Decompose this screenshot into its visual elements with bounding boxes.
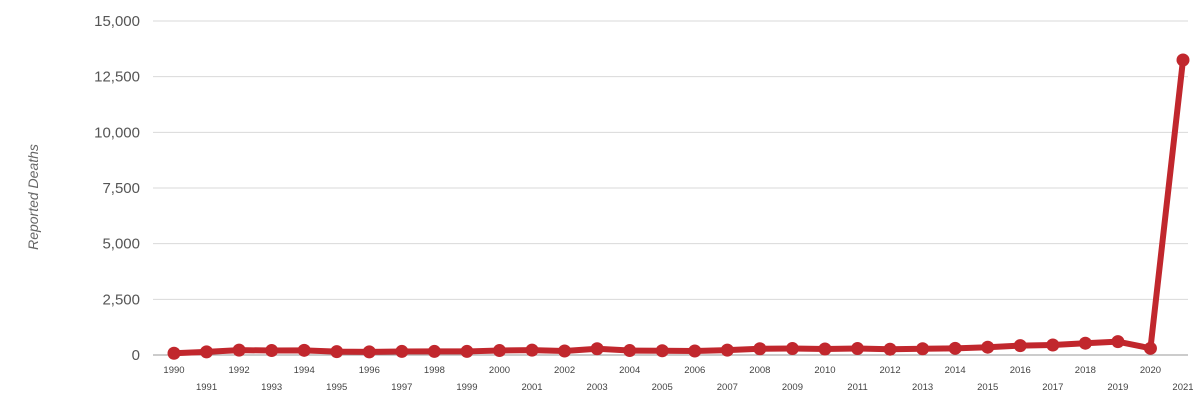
x-tick-label: 2007 [717, 382, 738, 393]
data-point [200, 345, 214, 359]
y-tick-label: 12,500 [94, 69, 140, 86]
y-tick-label: 0 [132, 347, 140, 364]
x-tick-label: 2012 [879, 365, 900, 376]
data-point [427, 344, 441, 358]
data-point [492, 344, 506, 358]
data-point [525, 343, 539, 357]
data-point [460, 344, 474, 358]
y-tick-label: 2,500 [102, 291, 140, 308]
data-point [851, 342, 865, 356]
y-tick-label: 7,500 [102, 180, 140, 197]
data-point [1078, 336, 1092, 350]
x-tick-label: 2021 [1172, 382, 1193, 393]
data-point [1143, 341, 1157, 355]
x-tick-label: 2003 [587, 382, 608, 393]
data-point [1176, 53, 1190, 67]
series-line [171, 56, 1186, 357]
data-point [265, 344, 279, 358]
x-tick-label: 2002 [554, 365, 575, 376]
x-tick-label: 1997 [391, 382, 412, 393]
data-point [395, 344, 409, 358]
data-point [590, 342, 604, 356]
data-point [1013, 339, 1027, 353]
data-point [167, 346, 181, 360]
series-layer [167, 53, 1190, 360]
data-point [655, 344, 669, 358]
x-tick-label: 2019 [1107, 382, 1128, 393]
x-tick-label: 1998 [424, 365, 445, 376]
x-tick-label: 2020 [1140, 365, 1161, 376]
data-point [688, 344, 702, 358]
x-tick-label: 2009 [782, 382, 803, 393]
grid-lines [153, 20, 1188, 356]
data-point [720, 343, 734, 357]
data-point [297, 343, 311, 357]
x-tick-label: 2016 [1010, 365, 1031, 376]
y-tick-label: 10,000 [94, 124, 140, 141]
data-point [558, 344, 572, 358]
x-tick-label: 1996 [359, 365, 380, 376]
x-tick-label: 1993 [261, 382, 282, 393]
data-point [818, 342, 832, 356]
data-point [623, 344, 637, 358]
x-tick-label: 2013 [912, 382, 933, 393]
data-point [1046, 338, 1060, 352]
x-tick-label: 1990 [163, 365, 184, 376]
x-tick-label: 2004 [619, 365, 640, 376]
y-axis-label: Reported Deaths [25, 144, 41, 250]
data-point [883, 342, 897, 356]
x-tick-label: 1992 [229, 365, 250, 376]
data-point [948, 341, 962, 355]
data-point [362, 345, 376, 359]
y-tick-label: 5,000 [102, 236, 140, 253]
x-tick-label: 1995 [326, 382, 347, 393]
data-point [232, 343, 246, 357]
x-tick-label: 2001 [521, 382, 542, 393]
x-tick-label: 2018 [1075, 365, 1096, 376]
x-tick-label: 1994 [294, 365, 315, 376]
x-tick-label: 2017 [1042, 382, 1063, 393]
x-tick-label: 1991 [196, 382, 217, 393]
data-point [785, 342, 799, 356]
x-tick-label: 2010 [814, 365, 835, 376]
data-point [916, 342, 930, 356]
x-tick-label: 1999 [456, 382, 477, 393]
y-axis-ticks: 0 2,500 5,000 7,500 10,000 12,500 15,000 [94, 13, 140, 364]
x-tick-label: 2008 [749, 365, 770, 376]
y-tick-label: 15,000 [94, 13, 140, 30]
x-tick-label: 2006 [684, 365, 705, 376]
x-tick-label: 2015 [977, 382, 998, 393]
x-tick-label: 2005 [652, 382, 673, 393]
data-point [1111, 335, 1125, 349]
data-point [981, 340, 995, 354]
x-tick-label: 2000 [489, 365, 510, 376]
x-tick-label: 2011 [847, 382, 867, 393]
data-point [753, 342, 767, 356]
x-axis-ticks: 1990 1991 1992 1993 1994 1995 1996 1997 1998 1999… [163, 365, 1193, 393]
x-tick-label: 2014 [945, 365, 966, 376]
data-point [330, 345, 344, 359]
